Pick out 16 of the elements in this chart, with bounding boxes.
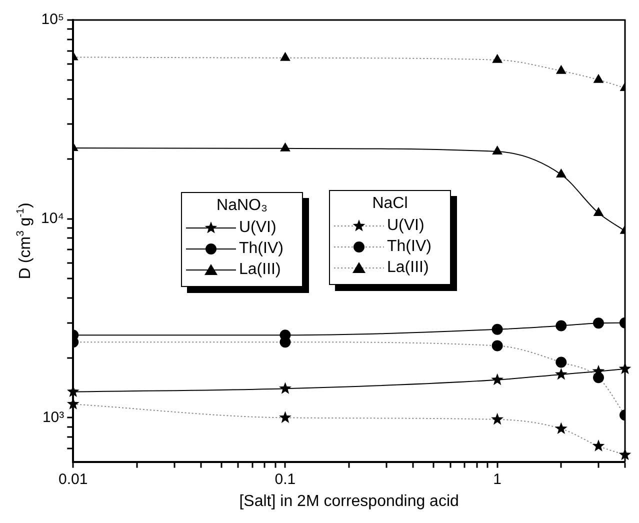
- legend-label: U(VI): [239, 218, 276, 236]
- y-tick-label: 10³: [42, 408, 64, 426]
- x-axis-title: [Salt] in 2M corresponding acid: [239, 492, 459, 510]
- annotation: NaNO₃: [216, 197, 268, 215]
- legend-label: Th(IV): [387, 238, 432, 256]
- x-tick-label: 0.1: [274, 470, 296, 488]
- legend-label: La(III): [239, 260, 281, 278]
- legend-label: Th(IV): [239, 240, 284, 258]
- legend-label: La(III): [387, 258, 429, 276]
- annotation: NaCl: [371, 195, 409, 213]
- y-axis-title: D (cm3 g-1): [16, 202, 34, 280]
- legend-label: U(VI): [387, 216, 424, 234]
- x-tick-label: 1: [493, 470, 502, 488]
- y-tick-label: 10⁵: [41, 11, 64, 28]
- y-tick-label: 10⁴: [40, 210, 64, 227]
- x-tick-label: 0.01: [58, 470, 88, 488]
